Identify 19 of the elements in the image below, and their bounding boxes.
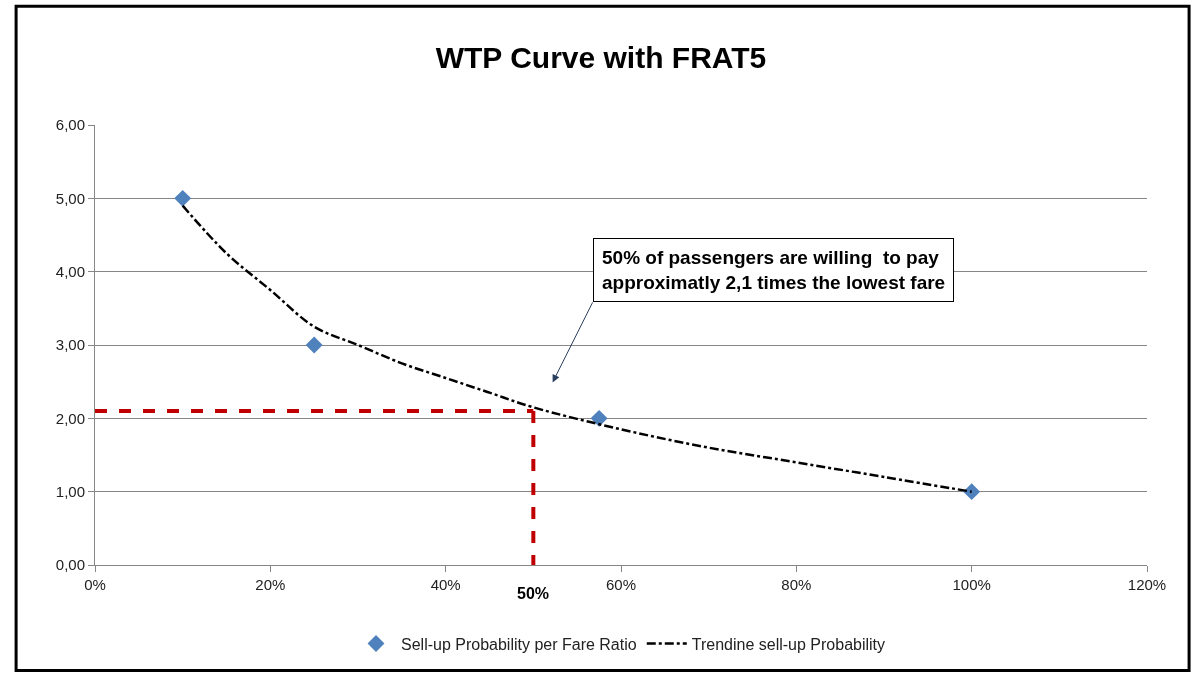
x-tick-label: 20% <box>255 576 286 593</box>
y-tick-label: 6,00 <box>55 116 85 134</box>
x-tick-label: 120% <box>1127 576 1167 593</box>
x-tick-label: 100% <box>952 576 991 593</box>
y-tick-label: 2,00 <box>55 409 85 427</box>
y-tick-label: 4,00 <box>55 262 85 280</box>
x-tick-label: 60% <box>605 576 637 593</box>
y-tick-label: 3,00 <box>55 336 85 354</box>
annotation: 50% of passengers are willing to pay approximatly 2,1 times the lowest fare <box>602 247 946 293</box>
x-tick-label: 80% <box>781 576 812 593</box>
x-tick-label: 40% <box>430 576 461 593</box>
y-tick-label: 5,00 <box>55 189 85 207</box>
legend-label: Trendine sell-up Probability <box>691 635 886 653</box>
legend-label: Sell-up Probability per Fare Ratio <box>401 635 637 653</box>
chart-title: WTP Curve with FRAT5 <box>435 41 767 75</box>
y-tick-label: 1,00 <box>55 482 85 500</box>
y-tick-label: 0,00 <box>55 556 85 574</box>
x-tick-label: 0% <box>84 576 106 593</box>
annotation: 50% <box>517 585 550 602</box>
